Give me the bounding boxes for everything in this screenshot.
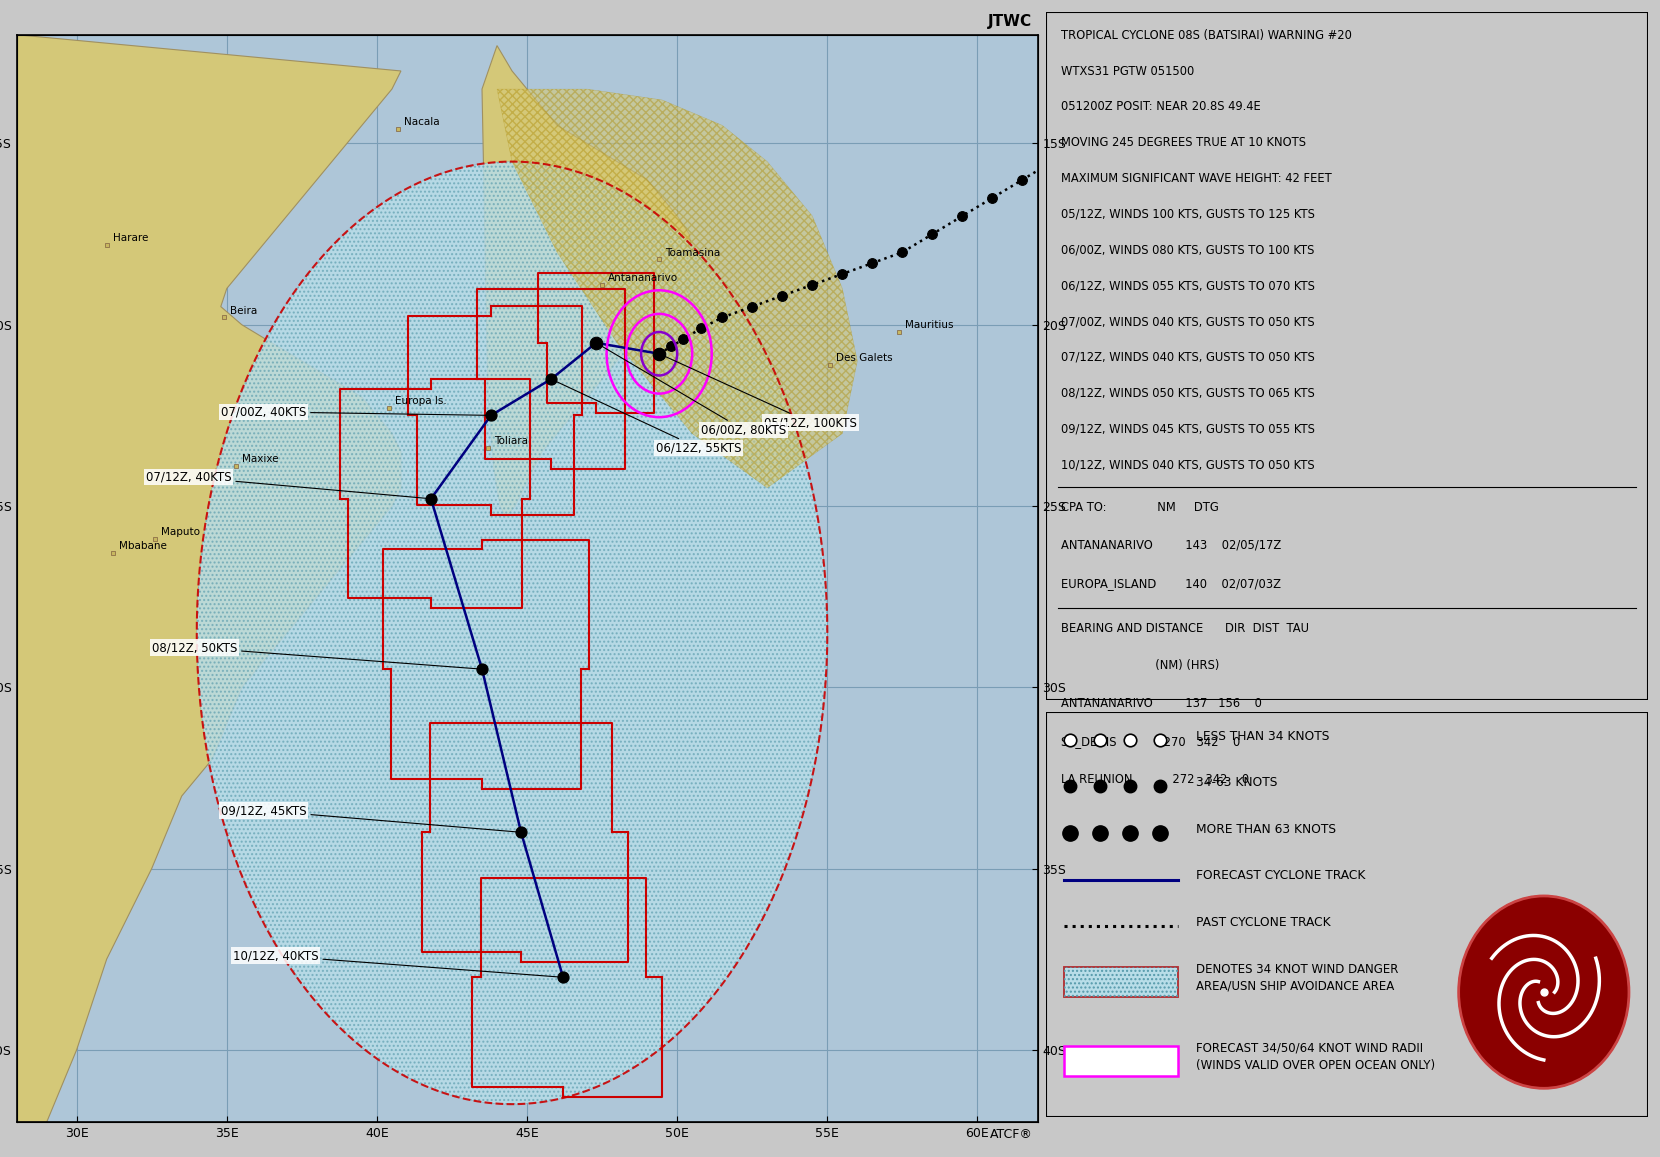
Text: 10/12Z, 40KTS: 10/12Z, 40KTS bbox=[232, 949, 561, 977]
Text: Des Galets: Des Galets bbox=[837, 353, 893, 363]
Text: 09/12Z, WINDS 045 KTS, GUSTS TO 055 KTS: 09/12Z, WINDS 045 KTS, GUSTS TO 055 KTS bbox=[1061, 422, 1315, 435]
Text: TROPICAL CYCLONE 08S (BATSIRAI) WARNING #20: TROPICAL CYCLONE 08S (BATSIRAI) WARNING … bbox=[1061, 29, 1351, 42]
Text: 07/12Z, 40KTS: 07/12Z, 40KTS bbox=[146, 471, 428, 499]
Polygon shape bbox=[481, 45, 692, 517]
Text: Mauritius: Mauritius bbox=[905, 320, 954, 331]
Polygon shape bbox=[198, 162, 827, 1104]
Text: 051200Z POSIT: NEAR 20.8S 49.4E: 051200Z POSIT: NEAR 20.8S 49.4E bbox=[1061, 101, 1260, 113]
Text: 07/00Z, 40KTS: 07/00Z, 40KTS bbox=[221, 405, 488, 419]
Text: ST_DENIS             270   342    0: ST_DENIS 270 342 0 bbox=[1061, 735, 1240, 749]
Text: 08/12Z, 50KTS: 08/12Z, 50KTS bbox=[151, 641, 480, 669]
Text: 05/12Z, 100KTS: 05/12Z, 100KTS bbox=[662, 355, 857, 429]
Circle shape bbox=[1459, 896, 1628, 1089]
Text: Europa Is.: Europa Is. bbox=[395, 397, 447, 406]
Text: MAXIMUM SIGNIFICANT WAVE HEIGHT: 42 FEET: MAXIMUM SIGNIFICANT WAVE HEIGHT: 42 FEET bbox=[1061, 172, 1331, 185]
Text: ANTANANARIVO         137   156    0: ANTANANARIVO 137 156 0 bbox=[1061, 698, 1262, 710]
Text: Harare: Harare bbox=[113, 234, 148, 243]
Bar bbox=[1064, 967, 1179, 997]
Text: EUROPA_ISLAND        140    02/07/03Z: EUROPA_ISLAND 140 02/07/03Z bbox=[1061, 576, 1282, 590]
Text: 06/12Z, WINDS 055 KTS, GUSTS TO 070 KTS: 06/12Z, WINDS 055 KTS, GUSTS TO 070 KTS bbox=[1061, 279, 1315, 293]
Text: MOVING 245 DEGREES TRUE AT 10 KNOTS: MOVING 245 DEGREES TRUE AT 10 KNOTS bbox=[1061, 137, 1306, 149]
Text: 08/12Z, WINDS 050 KTS, GUSTS TO 065 KTS: 08/12Z, WINDS 050 KTS, GUSTS TO 065 KTS bbox=[1061, 386, 1315, 400]
Text: 07/00Z, WINDS 040 KTS, GUSTS TO 050 KTS: 07/00Z, WINDS 040 KTS, GUSTS TO 050 KTS bbox=[1061, 315, 1315, 329]
Text: LA REUNION           272   342    0: LA REUNION 272 342 0 bbox=[1061, 773, 1248, 786]
Text: FORECAST 34/50/64 KNOT WIND RADII
(WINDS VALID OVER OPEN OCEAN ONLY): FORECAST 34/50/64 KNOT WIND RADII (WINDS… bbox=[1197, 1041, 1436, 1071]
Polygon shape bbox=[496, 89, 857, 488]
Text: Nacala: Nacala bbox=[403, 117, 440, 127]
Text: BEARING AND DISTANCE      DIR  DIST  TAU: BEARING AND DISTANCE DIR DIST TAU bbox=[1061, 621, 1308, 634]
Bar bbox=[1064, 1046, 1179, 1076]
Text: CPA TO:              NM     DTG: CPA TO: NM DTG bbox=[1061, 501, 1218, 514]
Text: Beira: Beira bbox=[229, 305, 257, 316]
Text: ANTANANARIVO         143    02/05/17Z: ANTANANARIVO 143 02/05/17Z bbox=[1061, 539, 1282, 552]
Text: 05/12Z, WINDS 100 KTS, GUSTS TO 125 KTS: 05/12Z, WINDS 100 KTS, GUSTS TO 125 KTS bbox=[1061, 208, 1315, 221]
Text: 10/12Z, WINDS 040 KTS, GUSTS TO 050 KTS: 10/12Z, WINDS 040 KTS, GUSTS TO 050 KTS bbox=[1061, 458, 1315, 471]
Text: 06/00Z, WINDS 080 KTS, GUSTS TO 100 KTS: 06/00Z, WINDS 080 KTS, GUSTS TO 100 KTS bbox=[1061, 244, 1315, 257]
Text: Mbabane: Mbabane bbox=[118, 541, 166, 552]
Text: WTXS31 PGTW 051500: WTXS31 PGTW 051500 bbox=[1061, 65, 1194, 78]
Text: JTWC: JTWC bbox=[988, 14, 1033, 29]
Text: (NM) (HRS): (NM) (HRS) bbox=[1061, 659, 1218, 672]
Text: Antananarivo: Antananarivo bbox=[608, 273, 679, 283]
Text: ATCF®: ATCF® bbox=[989, 1128, 1033, 1141]
Text: MORE THAN 63 KNOTS: MORE THAN 63 KNOTS bbox=[1197, 823, 1336, 835]
Bar bbox=[1064, 967, 1179, 997]
Text: FORECAST CYCLONE TRACK: FORECAST CYCLONE TRACK bbox=[1197, 870, 1366, 883]
Text: 06/12Z, 55KTS: 06/12Z, 55KTS bbox=[553, 381, 742, 455]
Polygon shape bbox=[17, 35, 402, 1122]
Text: 09/12Z, 45KTS: 09/12Z, 45KTS bbox=[221, 804, 518, 832]
Text: PAST CYCLONE TRACK: PAST CYCLONE TRACK bbox=[1197, 916, 1331, 929]
Text: 34-63 KNOTS: 34-63 KNOTS bbox=[1197, 776, 1278, 789]
Text: DENOTES 34 KNOT WIND DANGER
AREA/USN SHIP AVOIDANCE AREA: DENOTES 34 KNOT WIND DANGER AREA/USN SHI… bbox=[1197, 963, 1399, 993]
Text: Toliara: Toliara bbox=[495, 436, 528, 447]
Text: 06/00Z, 80KTS: 06/00Z, 80KTS bbox=[599, 345, 787, 436]
Text: 07/12Z, WINDS 040 KTS, GUSTS TO 050 KTS: 07/12Z, WINDS 040 KTS, GUSTS TO 050 KTS bbox=[1061, 351, 1315, 364]
Text: Maxixe: Maxixe bbox=[242, 455, 279, 464]
Text: Toamasina: Toamasina bbox=[666, 248, 720, 258]
Text: Maputo: Maputo bbox=[161, 526, 199, 537]
Text: LESS THAN 34 KNOTS: LESS THAN 34 KNOTS bbox=[1197, 730, 1330, 743]
